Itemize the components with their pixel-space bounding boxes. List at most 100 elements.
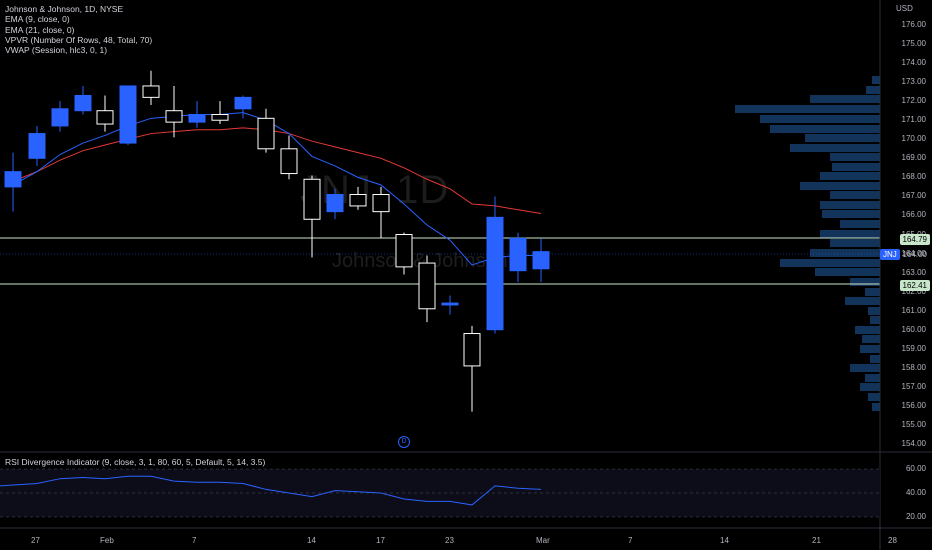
ema21-line (12, 127, 542, 215)
candle (463, 325, 481, 412)
candle (211, 101, 229, 125)
rsi-axis[interactable]: 60.00 40.00 20.00 (880, 452, 932, 528)
price-tick: 176.00 (901, 20, 926, 29)
rsi-legend[interactable]: RSI Divergence Indicator (9, close, 3, 1… (5, 457, 266, 467)
vpvr-bar (760, 115, 880, 123)
vpvr-bar (820, 172, 880, 180)
lower-level-tag: 162.41 (899, 280, 930, 291)
vpvr-bar (830, 239, 880, 247)
price-tick: 156.00 (901, 400, 926, 410)
vpvr-bar (800, 182, 880, 190)
candle (418, 255, 436, 323)
legend-title[interactable]: Johnson & Johnson, 1D, NYSE (5, 4, 124, 14)
price-tick: 166.00 (901, 210, 926, 220)
vpvr-bar (870, 316, 880, 324)
candle (509, 232, 527, 283)
rsi-tick: 60.00 (905, 464, 926, 474)
time-tick: 14 (720, 536, 729, 545)
vpvr-bar (870, 355, 880, 363)
candle (165, 85, 183, 138)
current-price-tag: 164.00 (902, 250, 927, 259)
vpvr-bar (832, 163, 880, 171)
time-axis[interactable]: 27 Feb 7 14 17 23 Mar 7 14 21 28 (0, 528, 897, 550)
legend-vpvr[interactable]: VPVR (Number Of Rows, 48, Total, 70) (5, 34, 153, 45)
vpvr-bar (860, 383, 880, 391)
price-tick: 175.00 (901, 39, 926, 49)
time-tick: 14 (307, 536, 316, 545)
vpvr-bar (820, 201, 880, 209)
candle-body (74, 94, 92, 112)
candle-body (4, 171, 22, 188)
legend-ema9[interactable]: EMA (9, close, 0) (5, 14, 70, 25)
candle (441, 295, 459, 315)
vpvr-bar (866, 86, 880, 94)
vpvr-bar (810, 249, 880, 257)
legend-vwap[interactable]: VWAP (Session, hlc3, 0, 1) (5, 45, 108, 56)
vpvr-bar (850, 364, 880, 372)
dividend-badge[interactable]: D (398, 436, 410, 448)
vpvr-bar (830, 191, 880, 199)
vpvr-bar (872, 403, 880, 411)
candle-body (349, 194, 367, 207)
price-tick: 173.00 (901, 77, 926, 87)
time-tick: 28 (888, 536, 897, 545)
candle-body (418, 262, 436, 310)
time-tick: 21 (812, 536, 821, 545)
price-tick: 161.00 (901, 305, 926, 315)
vpvr-bar (855, 326, 880, 334)
time-tick: Mar (536, 536, 550, 545)
chart-legend: Johnson & Johnson, 1D, NYSE EMA (9, clos… (5, 4, 152, 55)
time-tick: Feb (100, 536, 114, 545)
candle-body (326, 194, 344, 213)
price-tick: 164.00 (901, 248, 926, 258)
candle (486, 196, 504, 334)
price-tick: 168.00 (901, 172, 926, 182)
candle-body (211, 114, 229, 121)
candle-body (463, 333, 481, 367)
vpvr-bar (868, 393, 880, 401)
candle (96, 95, 114, 132)
symbol-tag: JNJ (880, 249, 900, 260)
candle (532, 238, 550, 283)
vpvr-bar (868, 307, 880, 315)
price-tick: 158.00 (901, 362, 926, 372)
price-tick: 170.00 (901, 134, 926, 144)
vpvr-bar (862, 335, 880, 343)
ema9-polyline (12, 112, 541, 266)
candle-body (486, 216, 504, 331)
candle-body (119, 85, 137, 144)
candle-body (51, 108, 69, 127)
candle (4, 152, 22, 212)
time-tick: 23 (445, 536, 454, 545)
time-tick: 7 (192, 536, 197, 545)
candle-body (441, 302, 459, 306)
candle (51, 101, 69, 132)
vpvr-bar (850, 278, 880, 286)
price-tick: 160.00 (901, 324, 926, 334)
candle (326, 188, 344, 220)
candle-body (96, 110, 114, 125)
vpvr-bar (780, 259, 880, 267)
rsi-pane (0, 468, 880, 518)
rsi-polyline (0, 475, 542, 506)
rsi-tick: 20.00 (905, 511, 926, 521)
time-tick: 17 (376, 536, 385, 545)
vpvr-bar (820, 230, 880, 238)
vpvr-bar (845, 297, 880, 305)
candle-body (372, 194, 390, 213)
price-tick: 159.00 (901, 343, 926, 353)
price-axis[interactable]: 176.00 175.00 174.00 173.00 172.00 171.00 170.… (880, 0, 932, 452)
candle-body (28, 133, 46, 159)
ema9-line (12, 112, 541, 266)
upper-level-tag: 164.79 (899, 234, 930, 245)
vpvr-bar (810, 95, 880, 103)
vpvr-bar (865, 288, 880, 296)
candle-body (234, 96, 252, 110)
price-tick: 169.00 (901, 153, 926, 163)
legend-ema21[interactable]: EMA (21, close, 0) (5, 24, 75, 35)
rsi-tick: 40.00 (905, 488, 926, 497)
candle (395, 232, 413, 275)
price-tick: 167.00 (901, 191, 926, 201)
currency-label: USD (896, 4, 913, 13)
